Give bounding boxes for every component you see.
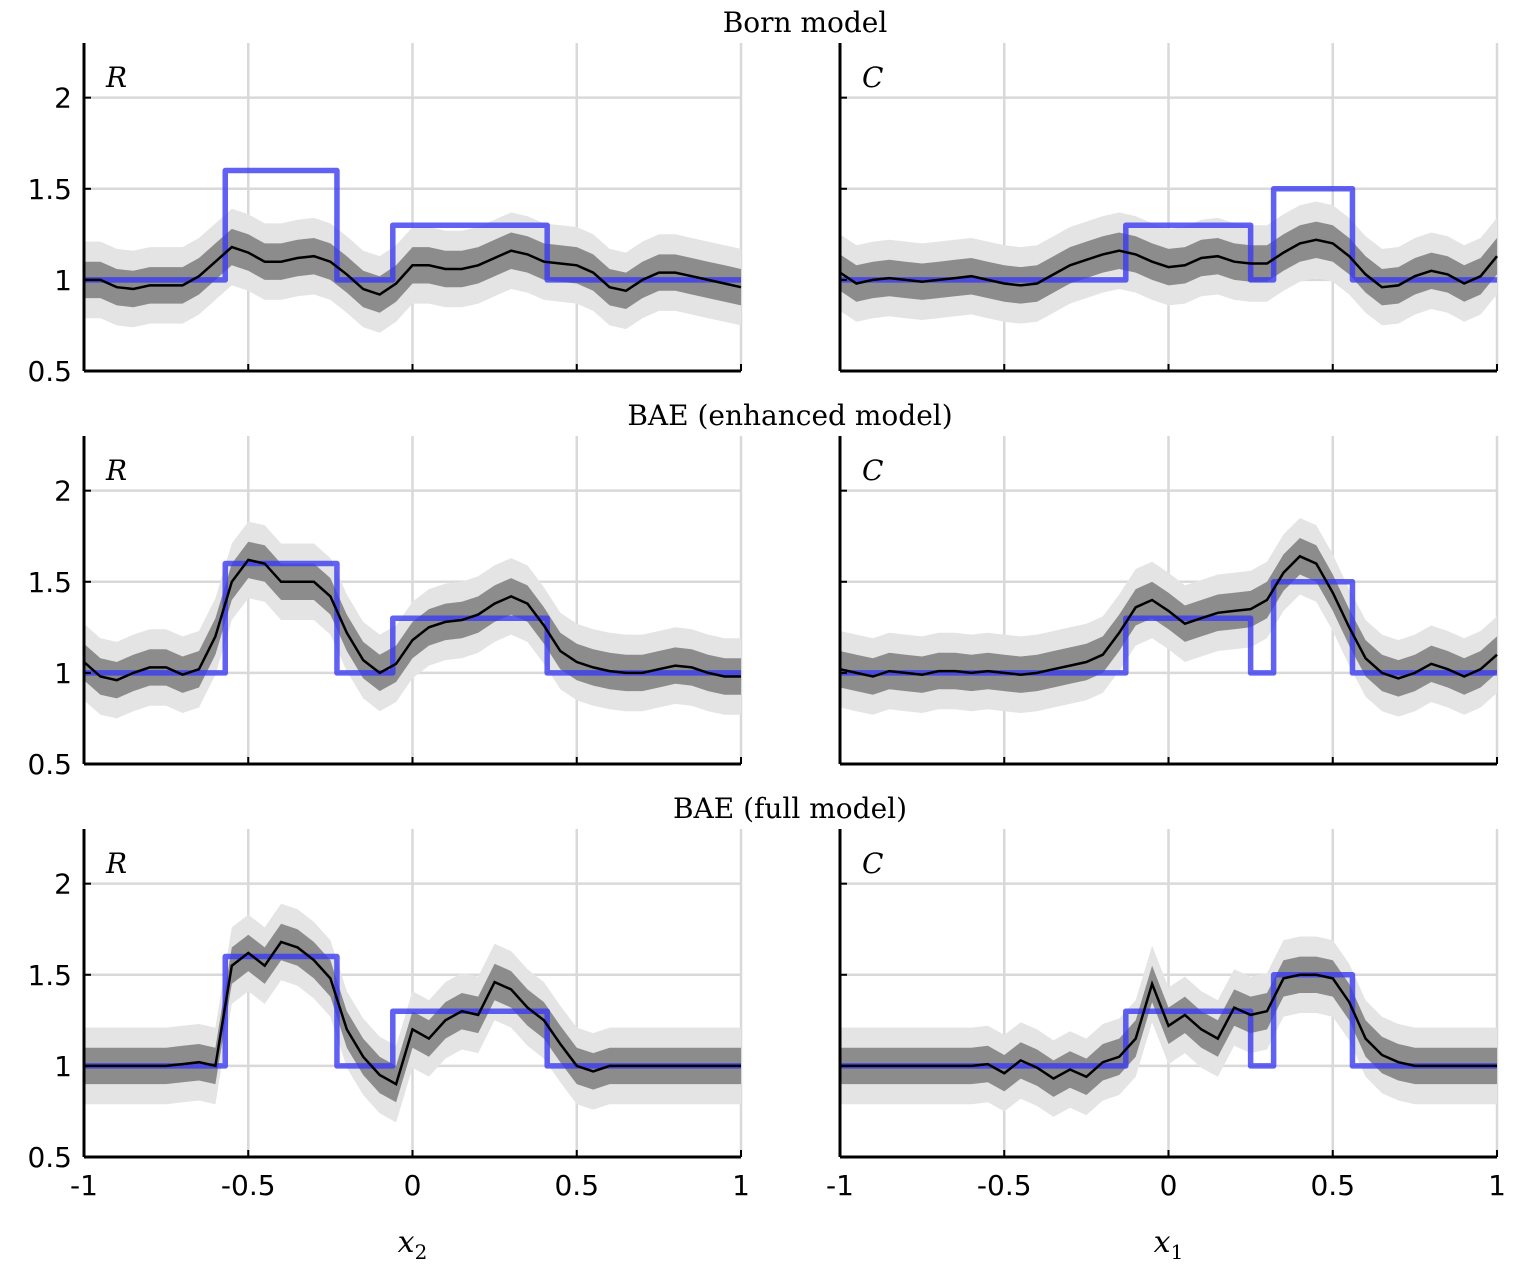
y-tick-label: 1 <box>54 264 72 297</box>
y-tick-label: 1 <box>54 657 72 690</box>
estimate-line <box>839 554 1498 680</box>
panel-born-R: 0.5 1 1.5 2R <box>27 43 743 388</box>
panel-full-C: -1 -0.5 0 0.5 1 x1 C <box>826 829 1506 1264</box>
credible-band-inner <box>84 228 741 313</box>
x-axis-label: x2 <box>398 1225 428 1264</box>
panel-label: R <box>105 61 127 94</box>
y-tick-label: 2 <box>54 82 72 115</box>
y-tick-label: 0.5 <box>27 355 72 388</box>
estimate-line <box>84 940 741 1086</box>
x-tick-label: -0.5 <box>221 1169 276 1202</box>
row-title-bae-enhanced: BAE (enhanced model) <box>627 399 952 432</box>
estimate-line <box>83 558 741 682</box>
x-tick-label: 0 <box>404 1169 422 1202</box>
x-tick-label: 0 <box>1160 1169 1178 1202</box>
x-tick-label: -1 <box>826 1169 854 1202</box>
true-profile-line <box>84 167 741 283</box>
panel-label: C <box>862 454 883 487</box>
panel-label: R <box>105 847 127 880</box>
y-tick-label: 0.5 <box>27 1141 72 1174</box>
panel-born-C: C <box>838 43 1499 373</box>
x-tick-label: 0.5 <box>1310 1169 1355 1202</box>
panel-label: C <box>862 847 883 880</box>
y-tick-label: 2 <box>54 868 72 901</box>
x-tick-label: -1 <box>70 1169 98 1202</box>
true-profile-line <box>840 972 1497 1069</box>
x-tick-label: 1 <box>1488 1169 1506 1202</box>
panel-label: R <box>105 454 127 487</box>
row-title-born: Born model <box>723 6 888 39</box>
y-tick-label: 0.5 <box>27 748 72 781</box>
panel-label: C <box>862 61 883 94</box>
estimate-line <box>84 245 742 296</box>
true-profile-line <box>84 560 741 676</box>
y-tick-label: 1.5 <box>27 566 72 599</box>
estimate-line <box>840 973 1497 1081</box>
x-tick-label: -0.5 <box>977 1169 1032 1202</box>
y-tick-label: 1 <box>54 1050 72 1083</box>
estimate-line <box>839 238 1498 289</box>
y-tick-label: 2 <box>54 475 72 508</box>
panel-full-R: 0.5 1 1.5 2 -1 -0.5 0 0.5 1 x2 R <box>27 829 750 1264</box>
x-tick-label: 0.5 <box>554 1169 599 1202</box>
panel-enhanced-R: 0.5 1 1.5 2R <box>27 436 743 781</box>
row-title-bae-full: BAE (full model) <box>673 792 907 825</box>
x-tick-label: 1 <box>732 1169 750 1202</box>
x-axis-label: x1 <box>1154 1225 1184 1264</box>
credible-band-inner <box>84 541 741 699</box>
y-tick-label: 1.5 <box>27 173 72 206</box>
true-profile-line <box>840 579 1497 676</box>
y-tick-label: 1.5 <box>27 959 72 992</box>
panel-enhanced-C: C <box>838 436 1499 766</box>
